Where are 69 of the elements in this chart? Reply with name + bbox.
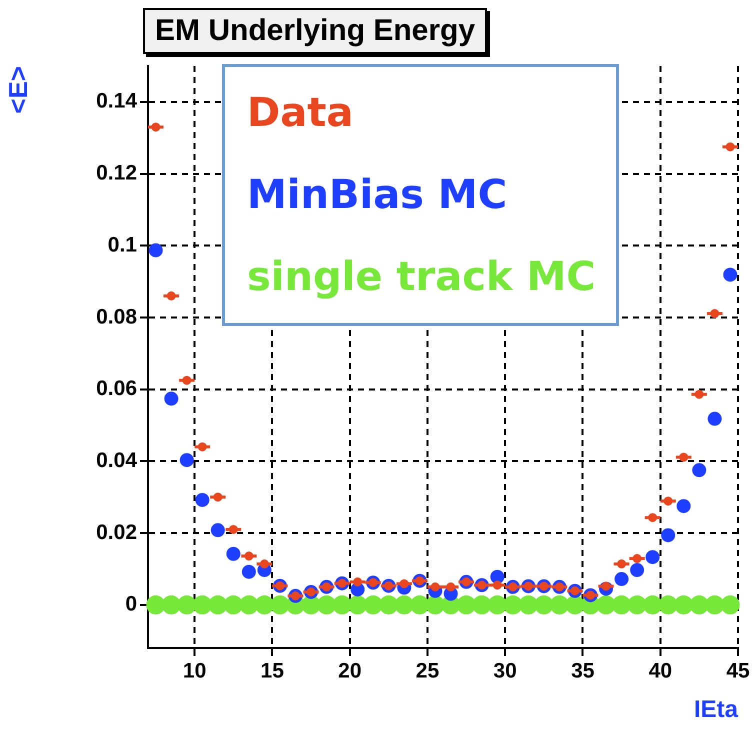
y-tick-label: 0.02 xyxy=(96,520,137,544)
point xyxy=(146,595,166,614)
y-tick-label: 0.14 xyxy=(96,90,138,113)
point xyxy=(661,528,676,542)
point xyxy=(195,492,210,507)
x-tick-label: 30 xyxy=(493,659,517,682)
point xyxy=(394,595,414,614)
point xyxy=(379,595,398,614)
point xyxy=(348,595,368,614)
point xyxy=(164,392,178,406)
chart-title: EM Underlying Energy xyxy=(143,8,488,54)
point xyxy=(177,595,196,614)
point xyxy=(596,595,616,614)
point xyxy=(628,595,647,614)
x-tick-label: 15 xyxy=(260,659,284,682)
point xyxy=(270,595,290,614)
text: MinBias MC xyxy=(247,171,508,220)
y-tick-label: 0.06 xyxy=(96,377,137,400)
point xyxy=(242,564,256,579)
point xyxy=(456,595,476,614)
point xyxy=(162,595,181,614)
y-tick-label: 0.1 xyxy=(108,233,138,256)
point xyxy=(705,595,724,614)
y-tick-label: 0.08 xyxy=(96,305,138,328)
point xyxy=(192,595,212,614)
point xyxy=(148,243,163,258)
point xyxy=(708,412,722,426)
y-tick-label: 0 xyxy=(125,592,137,616)
point xyxy=(518,595,538,614)
point xyxy=(550,595,569,614)
point xyxy=(720,595,740,614)
x-tick-label: 35 xyxy=(571,659,595,682)
point xyxy=(254,595,274,614)
x-tick-label: 20 xyxy=(338,659,362,682)
point xyxy=(612,595,632,614)
text: Data xyxy=(247,89,354,138)
point xyxy=(614,572,629,586)
x-tick-label: 40 xyxy=(648,659,672,682)
x-axis-title: IEta xyxy=(694,696,739,724)
point xyxy=(224,595,243,614)
point xyxy=(723,268,738,282)
point xyxy=(239,595,258,614)
point xyxy=(410,595,430,614)
point xyxy=(658,595,678,614)
point xyxy=(676,499,691,514)
x-tick-label: 10 xyxy=(182,659,206,682)
point xyxy=(317,595,336,614)
point xyxy=(503,595,522,614)
y-tick-label: 0.12 xyxy=(96,162,137,185)
text: single track MC xyxy=(247,253,597,302)
point xyxy=(690,595,709,614)
point xyxy=(643,595,662,614)
point xyxy=(534,595,554,614)
point xyxy=(210,523,225,538)
point xyxy=(630,563,644,578)
x-tick-label: 25 xyxy=(416,659,440,682)
point xyxy=(488,595,507,614)
point xyxy=(180,453,194,468)
point xyxy=(208,595,228,614)
y-axis-title: <E> xyxy=(2,66,33,114)
point xyxy=(674,595,694,614)
point xyxy=(472,595,492,614)
x-tick-label: 45 xyxy=(726,659,750,682)
point xyxy=(332,595,352,614)
point xyxy=(692,463,706,478)
y-tick-label: 0.04 xyxy=(96,448,138,472)
point xyxy=(364,595,383,614)
point xyxy=(226,546,240,561)
point xyxy=(646,550,660,564)
